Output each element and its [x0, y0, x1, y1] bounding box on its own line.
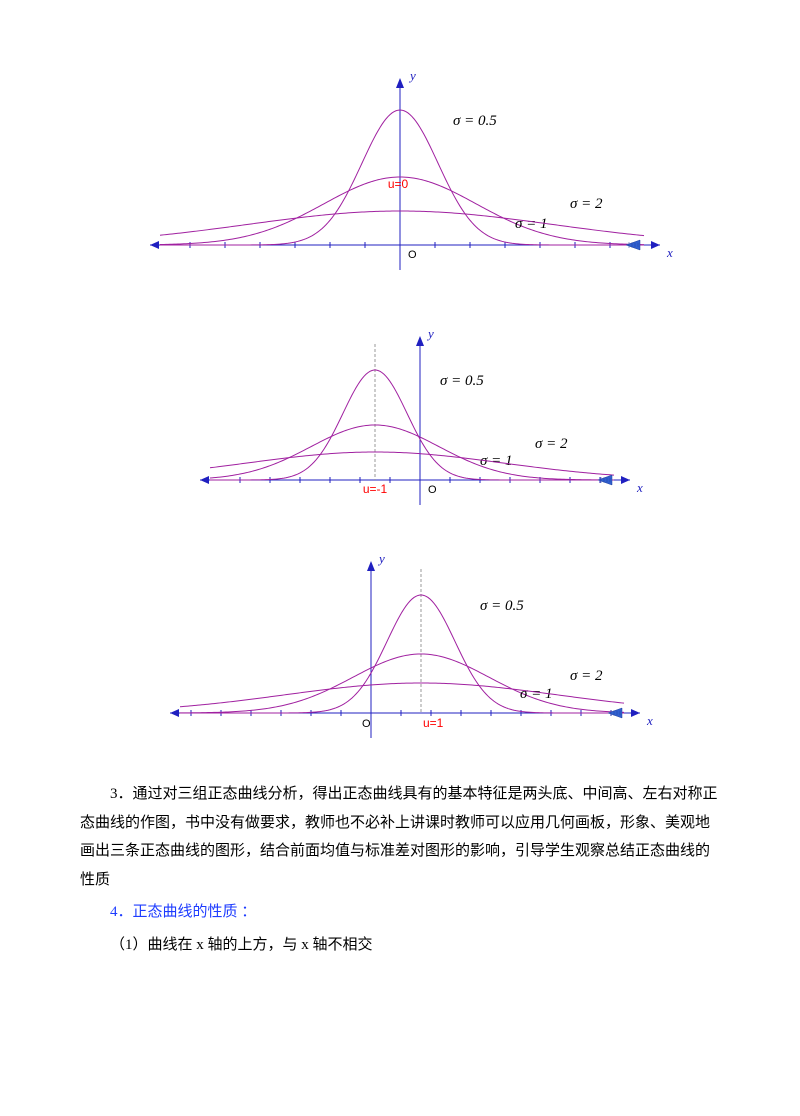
y-axis-label: y: [377, 551, 385, 566]
origin-label: O: [428, 484, 437, 496]
curve-sigma-2: [160, 211, 644, 236]
curve-sigma-0.5: [210, 370, 614, 480]
sigma-label-0.5: σ = 0.5: [453, 113, 497, 129]
y-axis-label: y: [426, 326, 434, 341]
sigma-label-0.5: σ = 0.5: [440, 373, 484, 389]
sigma-label-0.5: σ = 0.5: [480, 598, 524, 614]
sigma-label-2: σ = 2: [570, 196, 603, 212]
normal-chart-3: σ = 0.5σ = 1σ = 2yxOu=1: [80, 545, 720, 750]
curve-sigma-2: [210, 452, 614, 475]
x-axis-label: x: [636, 480, 643, 495]
x-axis-label: x: [666, 245, 673, 260]
paragraph-3: 3．通过对三组正态曲线分析，得出正态曲线具有的基本特征是两头底、中间高、左右对称…: [80, 780, 720, 894]
origin-label: O: [408, 249, 417, 261]
curve-sigma-2: [180, 683, 624, 707]
mu-label: u=1: [423, 716, 444, 730]
curve-sigma-1: [210, 425, 614, 480]
normal-chart-1: σ = 0.5 σ = 1 σ = 2 y x Ou=0: [80, 60, 720, 290]
x-axis-label: x: [646, 713, 653, 728]
mu-label: u=-1: [363, 482, 388, 496]
normal-chart-2: σ = 0.5σ = 1σ = 2yxOu=-1: [80, 320, 720, 515]
section-4-title: 4．正态曲线的性质 ：: [80, 898, 720, 927]
y-axis-label: y: [408, 68, 416, 83]
origin-label: O: [362, 718, 371, 730]
property-1: （1）曲线在 x 轴的上方，与 x 轴不相交: [80, 931, 720, 960]
sigma-label-1: σ = 1: [515, 216, 548, 232]
sigma-label-2: σ = 2: [570, 668, 603, 684]
sigma-label-2: σ = 2: [535, 436, 568, 452]
mu-label: u=0: [388, 177, 409, 191]
